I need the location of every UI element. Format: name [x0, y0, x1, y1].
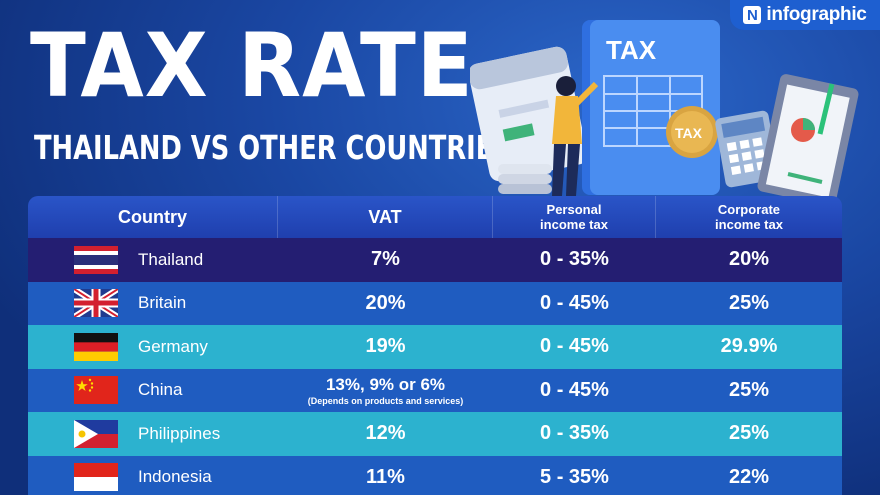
vat-value: 20%	[365, 291, 406, 314]
uk-flag-icon	[74, 289, 118, 318]
country-name: China	[138, 380, 183, 400]
coin-tax-label: TAX	[675, 125, 703, 141]
corporate-tax-value: 22%	[728, 465, 770, 488]
vat-cell: 13%, 9% or 6% (Depends on products and s…	[278, 369, 493, 413]
coin-stack-icon	[498, 164, 552, 194]
country-name: Britain	[138, 293, 187, 313]
corporate-tax-value: 25%	[728, 378, 770, 401]
country-name: Germany	[138, 336, 208, 356]
brand-name: infographic	[766, 4, 867, 25]
corporate-tax-value: 29.9%	[720, 335, 778, 358]
corporate-tax-value: 25%	[728, 291, 770, 314]
header-vat: VAT	[278, 196, 493, 238]
table-header: Country VAT Personal income tax Corporate…	[28, 196, 842, 238]
brand-logo-icon: N	[743, 6, 762, 24]
thailand-flag-icon	[74, 245, 118, 274]
country-name: Thailand	[138, 249, 204, 269]
tax-illustration: TAX TAX	[470, 20, 859, 206]
vat-value: 7%	[371, 248, 400, 271]
brand-badge: N infographic	[730, 0, 880, 30]
table-body: Thailand 7% 0 - 35% 20% Britain 20% 0 - …	[28, 238, 842, 495]
personal-tax-value: 5 - 35%	[540, 465, 609, 488]
doc-tax-label: TAX	[606, 35, 657, 65]
tax-coin-icon: TAX	[666, 106, 718, 158]
table-row: Thailand 7% 0 - 35% 20%	[28, 238, 842, 282]
page-title: TAX RATE	[30, 14, 474, 117]
page-subtitle: THAILAND VS OTHER COUNTRIES	[34, 128, 512, 167]
china-flag-icon	[74, 376, 118, 405]
header-country: Country	[28, 196, 278, 238]
table-row: Germany 19% 0 - 45% 29.9%	[28, 325, 842, 369]
germany-flag-icon	[74, 332, 118, 361]
indonesia-flag-icon	[74, 463, 118, 492]
table-row: Indonesia 11% 5 - 35% 22%	[28, 455, 842, 495]
corporate-tax-value: 20%	[728, 248, 770, 271]
header-personal-income-tax: Personal income tax	[493, 196, 656, 238]
table-row: Britain 20% 0 - 45% 25%	[28, 281, 842, 325]
personal-tax-value: 0 - 35%	[540, 248, 609, 271]
vat-value: 12%	[365, 422, 406, 445]
tax-table: Country VAT Personal income tax Corporate…	[28, 196, 842, 495]
vat-value: 11%	[366, 465, 405, 488]
corporate-tax-value: 25%	[728, 422, 770, 445]
header-corporate-income-tax: Corporate income tax	[715, 202, 783, 232]
person-figure	[552, 76, 599, 196]
clipboard-icon	[757, 74, 859, 206]
personal-tax-value: 0 - 35%	[540, 422, 609, 445]
personal-tax-value: 0 - 45%	[540, 335, 609, 358]
table-row: Philippines 12% 0 - 35% 25%	[28, 412, 842, 456]
country-name: Philippines	[138, 423, 221, 443]
vat-value: 19%	[365, 335, 406, 358]
personal-tax-value: 0 - 45%	[540, 291, 609, 314]
vat-note: (Depends on products and services)	[307, 395, 464, 406]
country-name: Indonesia	[138, 467, 212, 487]
vat-value: 13%, 9% or 6%	[325, 374, 446, 394]
personal-tax-value: 0 - 45%	[540, 378, 609, 401]
philippines-flag-icon	[74, 419, 118, 448]
table-row: China 13%, 9% or 6% (Depends on products…	[28, 368, 842, 413]
